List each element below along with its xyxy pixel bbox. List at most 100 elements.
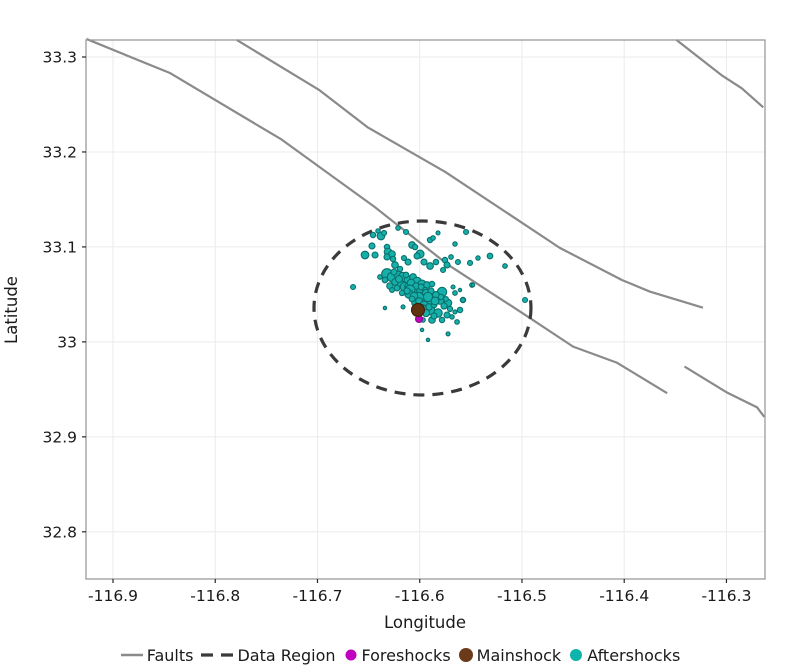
aftershock-point xyxy=(369,231,377,239)
legend-marker-dot-icon xyxy=(458,648,473,662)
legend-label: Faults xyxy=(146,645,194,665)
legend-item-data-region: Data Region xyxy=(200,645,336,665)
fault-line xyxy=(85,37,668,395)
plot-frame xyxy=(85,39,766,580)
aftershock-point xyxy=(430,235,436,241)
aftershock-point xyxy=(422,291,434,303)
aftershock-point xyxy=(462,228,470,236)
aftershock-point xyxy=(486,252,494,260)
aftershock-point xyxy=(450,284,456,290)
aftershock-point xyxy=(395,225,401,231)
data-layer xyxy=(85,37,766,418)
aftershock-point xyxy=(470,282,476,288)
aftershock-point xyxy=(454,258,462,266)
fault-line xyxy=(675,39,764,109)
aftershock-point xyxy=(394,274,404,284)
y-tick-label: 33 xyxy=(57,333,77,351)
legend-label: Mainshock xyxy=(476,645,562,665)
aftershock-point xyxy=(521,296,529,304)
aftershock-point xyxy=(443,311,451,319)
y-axis-title: Latitude xyxy=(2,276,21,344)
aftershock-point xyxy=(382,305,388,311)
aftershock-point xyxy=(413,252,421,260)
aftershock-point xyxy=(408,295,416,303)
aftershock-point xyxy=(400,254,408,262)
aftershock-point xyxy=(502,263,508,269)
aftershock-point xyxy=(377,274,383,280)
y-tick-label: 33.1 xyxy=(42,238,77,256)
mainshock-point xyxy=(410,302,426,318)
aftershock-point xyxy=(443,261,451,269)
x-tick-label: -116.5 xyxy=(497,587,547,605)
aftershock-point xyxy=(402,228,410,236)
aftershock-point xyxy=(445,331,451,337)
aftershock-point xyxy=(398,289,406,297)
y-tick-label: 33.2 xyxy=(42,143,77,161)
aftershock-point xyxy=(389,287,395,293)
aftershock-point xyxy=(428,280,436,288)
aftershock-point xyxy=(440,302,448,310)
legend-dot-swatch xyxy=(570,649,583,661)
x-tick-label: -116.9 xyxy=(88,587,138,605)
aftershock-point xyxy=(430,296,440,306)
aftershock-point xyxy=(419,327,425,333)
x-tick-label: -116.8 xyxy=(190,587,240,605)
aftershock-point xyxy=(400,304,406,310)
aftershock-point xyxy=(390,268,398,276)
aftershock-point xyxy=(452,290,458,296)
aftershock-point xyxy=(430,312,438,320)
aftershock-point xyxy=(389,255,397,263)
aftershock-point xyxy=(393,284,401,292)
aftershock-point xyxy=(425,337,431,343)
aftershock-point xyxy=(426,262,434,270)
aftershock-point xyxy=(404,258,412,266)
aftershock-point xyxy=(449,314,455,320)
legend-marker-dot-icon xyxy=(570,649,583,661)
plot-border xyxy=(85,39,766,580)
aftershock-point xyxy=(402,271,410,279)
legend-line-swatch xyxy=(201,653,234,657)
legend-line-swatch xyxy=(120,653,143,657)
aftershock-point xyxy=(360,250,370,260)
legend: Faults Data Region Foreshocks Mainshock Afte… xyxy=(0,641,800,669)
aftershock-point xyxy=(437,293,445,301)
legend-dot-swatch xyxy=(345,649,356,661)
aftershock-point xyxy=(411,243,419,251)
aftershock-point xyxy=(457,287,463,293)
aftershock-point xyxy=(420,258,428,266)
legend-dot-swatch xyxy=(458,648,473,662)
aftershock-point xyxy=(452,309,458,315)
grid-layer xyxy=(86,40,765,579)
legend-item-aftershocks: Aftershocks xyxy=(568,646,680,665)
aftershock-point xyxy=(381,276,389,284)
tick-layer: -116.9 -116.8 -116.7 -116.6 -116.5 -116.4 -116… xyxy=(42,48,751,605)
aftershock-point xyxy=(438,316,446,324)
x-tick-label: -116.4 xyxy=(599,587,649,605)
aftershock-point xyxy=(452,241,458,247)
aftershock-point xyxy=(466,259,474,267)
legend-label: Foreshocks xyxy=(361,645,451,665)
aftershock-point xyxy=(456,306,464,314)
aftershock-point xyxy=(350,283,357,291)
legend-marker-dot-icon xyxy=(345,649,356,661)
aftershock-point xyxy=(432,258,440,266)
aftershock-point xyxy=(417,283,425,291)
x-tick-label: -116.6 xyxy=(395,587,445,605)
aftershock-point xyxy=(435,230,441,236)
aftershock-point xyxy=(443,296,449,302)
aftershock-point xyxy=(454,319,460,325)
aftershock-point xyxy=(446,305,454,313)
aftershock-point xyxy=(460,297,466,303)
fault-line xyxy=(683,365,766,418)
y-tick-label: 32.9 xyxy=(42,428,77,446)
aftershock-point xyxy=(475,255,481,261)
x-tick-label: -116.3 xyxy=(701,587,751,605)
earthquake-map-chart: -116.9 -116.8 -116.7 -116.6 -116.5 -116.4 -116… xyxy=(2,37,766,632)
legend-item-mainshock: Mainshock xyxy=(458,645,562,665)
fault-line xyxy=(236,38,704,309)
legend-label: Data Region xyxy=(237,645,336,665)
x-axis-title: Longitude xyxy=(384,613,466,632)
legend-item-faults: Faults xyxy=(120,645,194,665)
aftershock-point xyxy=(383,253,391,261)
